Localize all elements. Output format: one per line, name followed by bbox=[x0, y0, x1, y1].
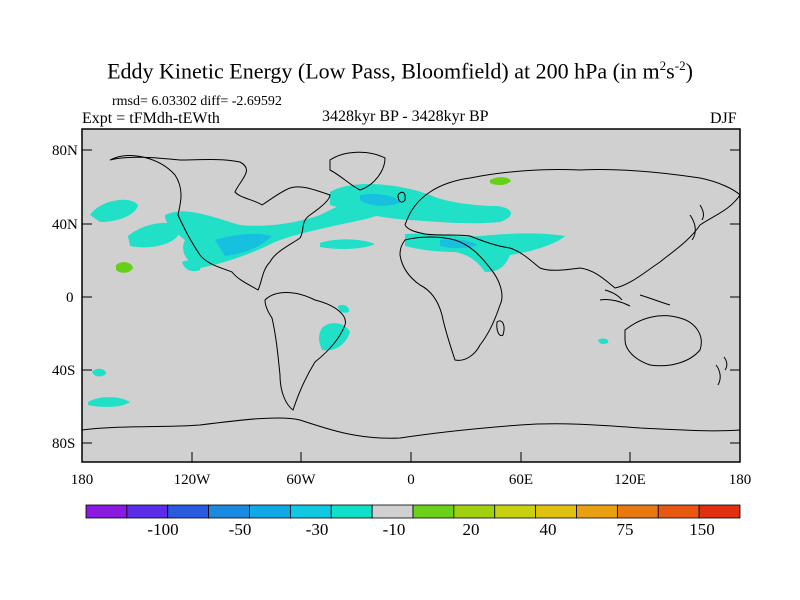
anomaly-atlantic-band bbox=[330, 184, 511, 224]
anomaly-south-pacific-a bbox=[92, 368, 106, 377]
anomaly-north-pacific-east bbox=[128, 222, 180, 248]
lon-label: 120E bbox=[614, 472, 646, 488]
coast-greenland bbox=[329, 151, 386, 191]
colorbar-label: -50 bbox=[229, 520, 252, 539]
colorbar-swatch bbox=[167, 504, 210, 519]
coast-new-zealand bbox=[715, 356, 728, 386]
lon-label: 60E bbox=[509, 472, 533, 488]
lon-label: 180 bbox=[729, 472, 752, 488]
colorbar-labels: -100 -50 -30 -10 20 40 75 150 bbox=[147, 520, 714, 539]
colorbar-swatch bbox=[494, 504, 537, 519]
lat-label: 80N bbox=[52, 143, 78, 159]
colorbar-swatch bbox=[208, 504, 250, 519]
lon-label: 60W bbox=[286, 472, 316, 488]
coast-uk bbox=[397, 191, 406, 203]
colorbar-swatch bbox=[371, 504, 414, 519]
period-label: 3428kyr BP - 3428kyr BP bbox=[322, 108, 489, 125]
coast-indonesia bbox=[599, 289, 671, 307]
colorbar-swatch bbox=[126, 504, 169, 519]
lat-label: 0 bbox=[66, 290, 74, 306]
anomaly-positive-arctic bbox=[490, 177, 511, 186]
anomaly-positive-pacific bbox=[116, 262, 133, 273]
stats-label: rmsd= 6.03302 diff= -2.69592 bbox=[112, 94, 282, 109]
lat-label: 80S bbox=[52, 436, 75, 452]
colorbar-swatch bbox=[249, 504, 291, 519]
colorbar-label: 75 bbox=[617, 520, 634, 539]
colorbar-swatch bbox=[698, 504, 741, 519]
coast-antarctica bbox=[81, 417, 741, 439]
coastlines bbox=[81, 151, 741, 439]
anomaly-south-atlantic-small bbox=[338, 304, 350, 313]
anomaly-atlantic-core bbox=[360, 193, 400, 206]
lon-label: 180 bbox=[71, 472, 94, 488]
colorbar-label: -10 bbox=[383, 520, 406, 539]
colorbar-swatch bbox=[657, 504, 700, 519]
colorbar-swatch bbox=[576, 504, 618, 519]
coast-madagascar bbox=[496, 320, 505, 337]
colorbar-label: 20 bbox=[463, 520, 480, 539]
anomaly-north-africa-core bbox=[440, 239, 478, 249]
lat-label: 40N bbox=[52, 217, 78, 233]
coast-north-america bbox=[109, 155, 331, 291]
colorbar-swatch bbox=[412, 504, 455, 519]
anomaly-fields bbox=[88, 177, 609, 407]
longitude-axis bbox=[81, 452, 741, 462]
colorbar-swatch bbox=[453, 504, 496, 519]
colorbar-label: -100 bbox=[147, 520, 178, 539]
experiment-label: Expt = tFMdh-tEWth bbox=[82, 110, 220, 127]
colorbar-label: 40 bbox=[540, 520, 557, 539]
lon-label: 120W bbox=[174, 472, 212, 488]
coast-australia bbox=[624, 315, 702, 367]
map-background bbox=[82, 129, 740, 462]
colorbar-label: 150 bbox=[689, 520, 715, 539]
coast-africa bbox=[399, 236, 503, 361]
anomaly-indian-ocean-small bbox=[598, 338, 609, 344]
colorbar-swatch bbox=[289, 504, 332, 519]
anomaly-subtropical-pacific bbox=[182, 260, 201, 272]
anomaly-north-america-core bbox=[215, 233, 272, 256]
anomaly-north-pacific-west bbox=[90, 199, 138, 222]
lat-label: 40S bbox=[52, 363, 75, 379]
coast-eurasia bbox=[404, 168, 741, 289]
chart-title: Eddy Kinetic Energy (Low Pass, Bloomfiel… bbox=[107, 58, 693, 84]
colorbar-swatch bbox=[85, 504, 128, 519]
lon-label: 0 bbox=[407, 472, 415, 488]
season-label: DJF bbox=[710, 110, 737, 127]
anomaly-south-atlantic bbox=[319, 323, 350, 351]
anomaly-south-pacific-b bbox=[88, 397, 130, 407]
colorbar bbox=[85, 504, 741, 519]
colorbar-swatch bbox=[330, 504, 373, 519]
colorbar-swatch bbox=[616, 504, 659, 519]
anomaly-mid-atlantic bbox=[320, 239, 375, 249]
coast-japan bbox=[689, 204, 704, 241]
latitude-axis bbox=[82, 149, 740, 444]
colorbar-label: -30 bbox=[306, 520, 329, 539]
coast-south-america bbox=[264, 292, 346, 411]
colorbar-swatch bbox=[535, 504, 577, 519]
